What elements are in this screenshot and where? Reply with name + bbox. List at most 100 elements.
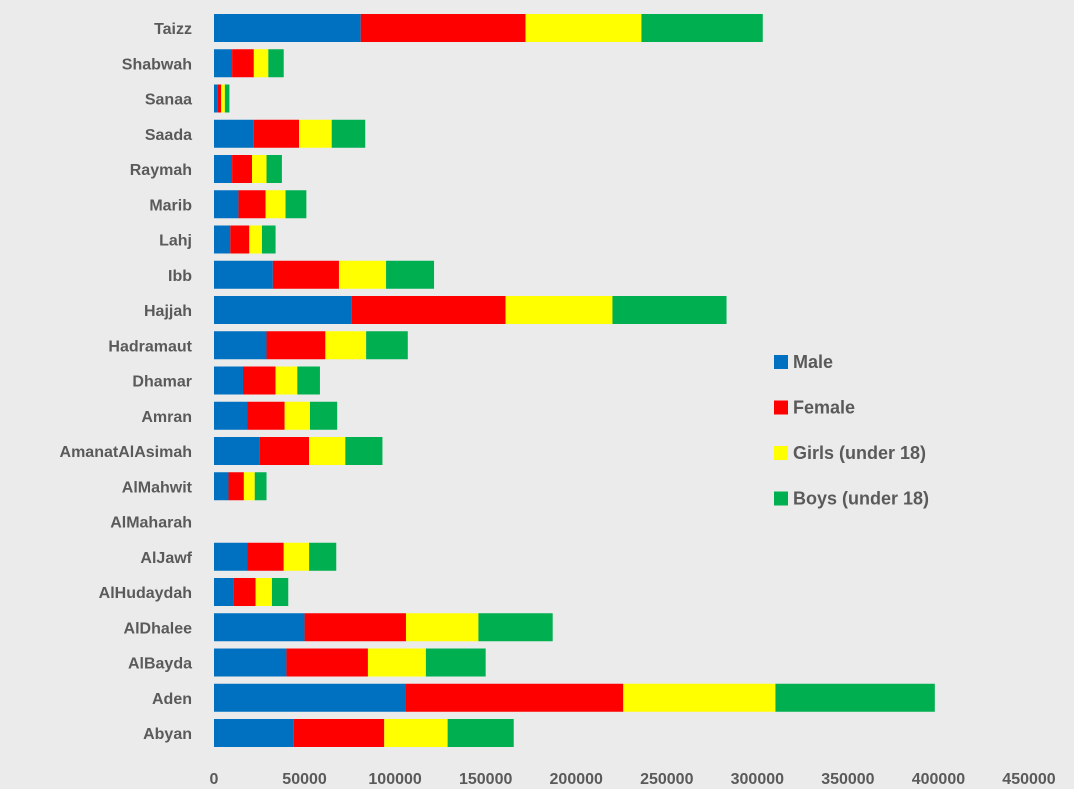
bar-segment <box>232 49 254 78</box>
bar-segment <box>309 542 337 571</box>
bar-segment <box>214 84 218 113</box>
bar-segment <box>641 14 763 42</box>
category-label: Shabwah <box>122 56 192 73</box>
x-tick-label: 100000 <box>368 771 421 788</box>
category-label: Sanaa <box>145 92 192 109</box>
bar-segment <box>505 296 613 324</box>
category-label: Abyan <box>143 726 192 743</box>
bar-segment <box>297 366 320 395</box>
bar-segment <box>447 719 514 747</box>
bar-segment <box>214 260 273 289</box>
x-tick-label: 400000 <box>912 771 965 788</box>
x-tick-label: 50000 <box>282 771 327 788</box>
category-label: Raymah <box>130 162 192 179</box>
x-tick-label: 0 <box>210 771 219 788</box>
category-label: Amran <box>141 409 192 426</box>
bar-segment <box>351 296 506 324</box>
bar-segment <box>214 719 294 747</box>
legend-swatch <box>774 491 788 506</box>
bar-segment <box>253 49 269 78</box>
category-label: Hajjah <box>144 303 192 320</box>
bar-segment <box>775 683 935 712</box>
x-tick-label: 150000 <box>459 771 512 788</box>
x-tick-label: 350000 <box>821 771 874 788</box>
legend: Male Female Girls (under 18) Boys (under 18… <box>774 352 929 509</box>
bar-segment <box>214 648 287 677</box>
category-label: AlHudaydah <box>99 585 192 602</box>
bar-segment <box>338 260 387 289</box>
bar-segment <box>405 613 479 642</box>
bar-segment <box>247 542 284 571</box>
category-label: Hadramaut <box>108 338 192 355</box>
bar-segment <box>623 683 776 712</box>
bar-segment <box>232 155 253 183</box>
bar-segment <box>325 331 367 360</box>
bar-segment <box>228 472 244 501</box>
bar-segment <box>214 14 361 42</box>
legend-label: Male <box>793 352 833 372</box>
bar-segment <box>254 472 267 501</box>
bar-segment <box>252 155 267 183</box>
legend-label: Female <box>793 398 855 418</box>
bar-segment <box>214 366 243 395</box>
legend-label: Boys (under 18) <box>793 489 929 509</box>
bar-segment <box>384 719 448 747</box>
bar-segment <box>309 401 338 430</box>
bar-segment <box>230 225 250 254</box>
bar-segment <box>247 401 285 430</box>
bar-segment <box>214 296 352 324</box>
bar-segment <box>255 578 272 606</box>
bar-segment <box>238 190 266 219</box>
category-label: AlMahwit <box>122 479 193 496</box>
x-tick-label: 450000 <box>1002 771 1055 788</box>
bars-group <box>214 14 935 747</box>
bar-segment <box>266 331 326 360</box>
category-labels: Taizz Shabwah Sanaa Saada Raymah Marib Lahj Ibb… <box>60 21 193 743</box>
legend-swatch <box>774 355 788 369</box>
bar-segment <box>214 190 239 219</box>
bar-segment <box>214 613 305 642</box>
bar-segment <box>259 437 310 465</box>
bar-segment <box>283 542 310 571</box>
bar-segment <box>386 260 435 289</box>
bar-segment <box>345 437 383 465</box>
x-tick-label: 200000 <box>550 771 603 788</box>
x-tick-labels: 0 50000 100000 150000 200000 250000 300000 3500… <box>210 771 1056 788</box>
bar-segment <box>224 84 230 113</box>
bar-segment <box>612 296 727 324</box>
bar-segment <box>243 472 255 501</box>
bar-segment <box>525 14 642 42</box>
bar-segment <box>360 14 526 42</box>
bar-segment <box>221 84 225 113</box>
bar-segment <box>242 366 276 395</box>
category-label: AlMaharah <box>110 515 192 532</box>
category-label: Aden <box>152 691 192 708</box>
x-tick-label: 300000 <box>731 771 784 788</box>
bar-segment <box>214 437 260 465</box>
bar-segment <box>331 119 366 148</box>
bar-segment <box>284 401 310 430</box>
bar-segment <box>266 155 282 183</box>
bar-segment <box>214 542 248 571</box>
bar-segment <box>265 190 286 219</box>
category-label: AmanatAlAsimah <box>60 444 192 461</box>
category-label: Dhamar <box>132 374 192 391</box>
category-label: Marib <box>149 197 192 214</box>
bar-segment <box>425 648 486 677</box>
legend-label: Girls (under 18) <box>793 443 926 463</box>
bar-segment <box>309 437 346 465</box>
bar-segment <box>214 49 233 78</box>
bar-segment <box>214 683 406 712</box>
bar-segment <box>366 331 408 360</box>
category-label: Saada <box>145 127 192 144</box>
bar-segment <box>249 225 262 254</box>
bar-segment <box>214 119 254 148</box>
bar-segment <box>478 613 553 642</box>
legend-swatch <box>774 400 788 415</box>
bar-segment <box>285 190 307 219</box>
category-label: Taizz <box>154 21 192 38</box>
bar-segment <box>253 119 300 148</box>
bar-segment <box>304 613 406 642</box>
bar-segment <box>214 331 267 360</box>
